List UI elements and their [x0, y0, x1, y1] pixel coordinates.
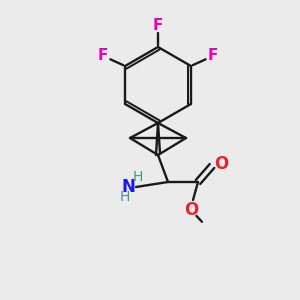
Text: O: O	[184, 201, 198, 219]
Text: F: F	[153, 17, 163, 32]
Text: H: H	[133, 170, 143, 184]
Text: F: F	[98, 49, 108, 64]
Text: N: N	[121, 178, 135, 196]
Text: O: O	[214, 155, 228, 173]
Text: H: H	[120, 190, 130, 204]
Text: F: F	[208, 49, 218, 64]
